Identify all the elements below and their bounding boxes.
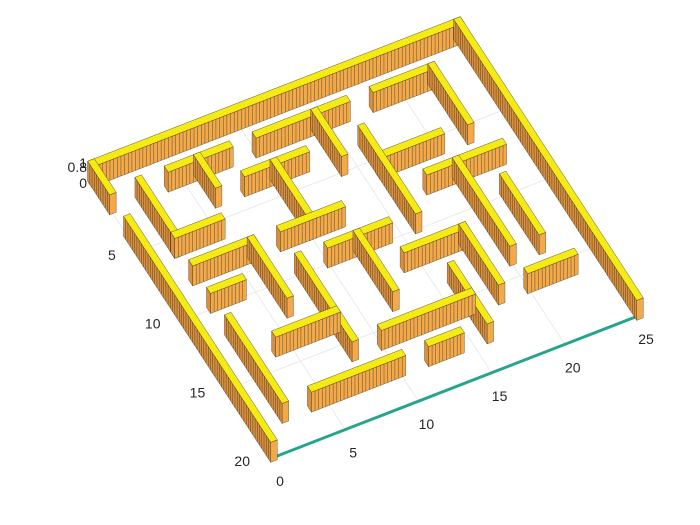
- z-tick-label: 1: [79, 155, 87, 171]
- wall-top-face: [453, 16, 644, 301]
- maze-wall-24: [352, 227, 400, 313]
- maze-wall-1: [87, 158, 117, 216]
- wall-front-face: [498, 282, 506, 306]
- wall-top-face: [224, 312, 289, 404]
- y-tick-label: 10: [145, 316, 161, 332]
- y-tick-label: 15: [190, 384, 206, 400]
- wall-front-face: [538, 232, 546, 256]
- x-tick-label: 20: [565, 359, 581, 375]
- wall-front-face: [509, 243, 517, 267]
- wall-front-face: [341, 153, 349, 177]
- wall-top-face: [427, 60, 475, 126]
- wall-top-face: [170, 212, 226, 239]
- x-tick-label: 15: [492, 388, 508, 404]
- y-tick-label: 20: [234, 453, 250, 469]
- wall-top-face: [499, 170, 546, 236]
- wall-top-face: [307, 349, 407, 393]
- maze-wall-29: [224, 312, 289, 425]
- maze-wall-13: [357, 122, 423, 235]
- wall-top-face: [352, 227, 400, 292]
- wall-top-face: [458, 221, 506, 286]
- maze-wall-23: [399, 221, 470, 274]
- x-tick-label: 0: [276, 473, 284, 489]
- maze-wall-34: [307, 349, 407, 413]
- wall-front-face: [636, 297, 644, 321]
- maze-wall-7: [427, 60, 475, 146]
- wall-top-face: [206, 273, 247, 294]
- maze-wall-12: [170, 212, 226, 260]
- maze-wall-16: [188, 234, 258, 287]
- wall-top-face: [310, 106, 349, 157]
- maze-wall-6: [310, 106, 349, 178]
- x-tick-label: 25: [638, 331, 654, 347]
- maze-wall-26: [294, 250, 359, 363]
- wall-front-face: [486, 321, 494, 345]
- wall-front-face: [351, 339, 359, 363]
- wall-top-face: [523, 247, 579, 275]
- maze-walls: [87, 16, 644, 463]
- wall-top-face: [451, 154, 517, 247]
- maze-wall-25: [123, 213, 278, 463]
- x-tick-label: 10: [419, 416, 435, 432]
- maze-wall-27: [458, 221, 506, 306]
- maze-wall-15: [276, 200, 346, 253]
- maze-wall-22: [499, 170, 546, 256]
- wall-top-face: [87, 158, 117, 196]
- maze-wall-5: [193, 151, 223, 209]
- z-tick-label: 0.8: [68, 159, 88, 175]
- maze-wall-32: [377, 287, 476, 352]
- maze-wall-20: [206, 273, 247, 315]
- wall-front-face: [109, 192, 117, 216]
- z-tick-label: 0: [79, 175, 87, 191]
- wall-top-face: [193, 151, 223, 189]
- wall-front-face: [467, 122, 475, 146]
- wall-front-face: [415, 211, 423, 235]
- wall-top-face: [276, 200, 346, 233]
- wall-top-face: [357, 122, 423, 215]
- wall-top-face: [377, 287, 476, 331]
- wall-front-face: [392, 288, 400, 312]
- maze-wall-30: [523, 247, 579, 295]
- wall-front-face: [281, 400, 289, 424]
- maze-wall-3: [251, 94, 351, 159]
- maze-wall-28: [271, 305, 341, 358]
- wall-top-face: [271, 305, 341, 338]
- maze-wall-17: [453, 16, 644, 321]
- wall-front-face: [286, 295, 294, 319]
- wall-top-face: [424, 326, 465, 347]
- y-tick-label: 5: [108, 247, 116, 263]
- maze-wall-21: [451, 154, 517, 267]
- maze-wall-19: [246, 234, 294, 319]
- wall-front-face: [270, 439, 278, 463]
- x-tick-label: 5: [349, 445, 357, 461]
- wall-top-face: [422, 137, 507, 176]
- wall-front-face: [215, 185, 223, 209]
- maze-wall-33: [424, 326, 465, 368]
